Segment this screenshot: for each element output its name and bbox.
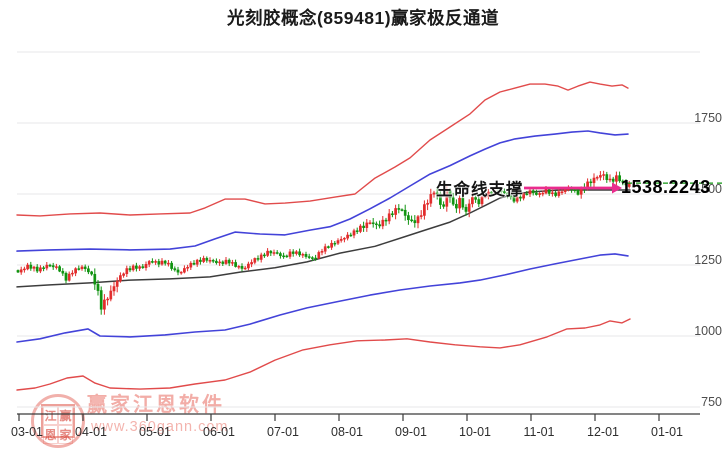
x-tick-label: 01-01 <box>651 425 683 439</box>
x-tick-label: 09-01 <box>395 425 427 439</box>
y-tick-label: 1750 <box>694 111 722 125</box>
y-tick-label: 1500 <box>694 182 722 196</box>
x-tick-label: 10-01 <box>459 425 491 439</box>
support-arrow <box>524 182 622 194</box>
upper-channel-red-line <box>16 81 629 217</box>
lower-channel-red-line <box>16 318 631 391</box>
y-tick-label: 750 <box>701 395 722 409</box>
lifeline-support-label: 生命线支撑 <box>436 181 524 199</box>
lower-channel-blue-line <box>16 253 629 343</box>
chart-title: 光刻胶概念(859481)赢家极反通道 <box>226 8 500 28</box>
y-axis-labels: 1750 1500 1250 1000 750 <box>694 111 722 409</box>
x-tick-label: 12-01 <box>587 425 619 439</box>
x-tick-label: 08-01 <box>331 425 363 439</box>
upper-channel-blue-line <box>16 130 629 252</box>
x-axis: 03-01 04-01 05-01 06-01 07-01 08-01 09-01 10-01… <box>11 413 700 439</box>
gridlines <box>17 51 700 408</box>
lifeline-black-line <box>16 189 631 288</box>
last-price-label: 1538.2243 <box>621 177 711 197</box>
x-tick-label: 05-01 <box>139 425 171 439</box>
x-tick-label: 07-01 <box>267 425 299 439</box>
candlestick-series <box>16 170 631 315</box>
channel-lines <box>16 81 631 391</box>
y-tick-label: 1000 <box>694 324 722 338</box>
x-tick-label: 03-01 <box>11 425 43 439</box>
x-tick-label: 11-01 <box>523 425 554 439</box>
y-tick-label: 1250 <box>694 253 722 267</box>
x-tick-label: 06-01 <box>203 425 235 439</box>
x-tick-label: 04-01 <box>75 425 107 439</box>
